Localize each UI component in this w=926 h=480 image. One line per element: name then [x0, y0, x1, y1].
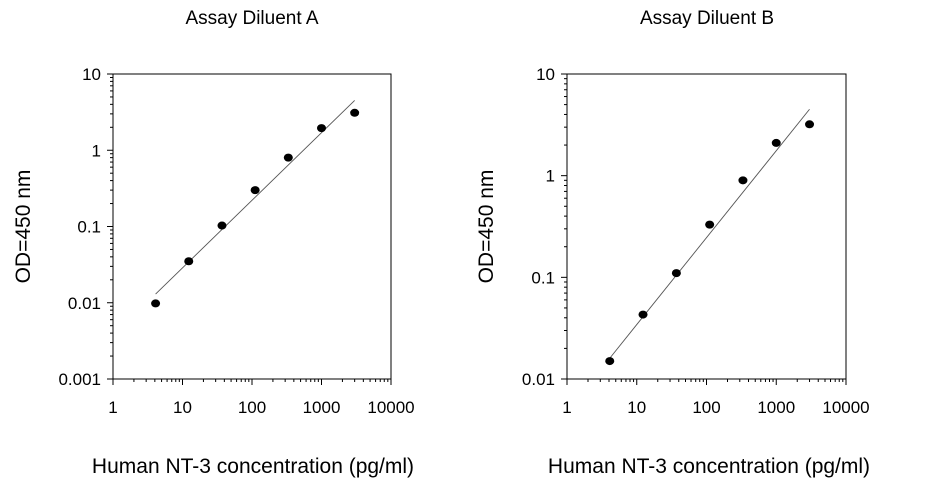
y-tick-label: 10 [536, 65, 555, 84]
data-point [217, 221, 227, 230]
x-tick-label: 10 [627, 398, 646, 417]
x-axis-label: Human NT-3 concentration (pg/ml) [548, 455, 870, 478]
data-point [805, 120, 815, 129]
data-point [317, 124, 326, 133]
data-point [605, 357, 615, 366]
x-tick-label: 1 [562, 398, 571, 417]
x-tick-label: 1 [108, 398, 117, 417]
y-tick-label: 1 [546, 167, 555, 186]
y-tick-label: 1 [92, 141, 101, 160]
data-point [151, 299, 161, 308]
x-tick-label: 1000 [303, 398, 341, 417]
data-point [350, 108, 360, 117]
chart-panel-a: Assay Diluent A 0.001 0.01 0.1 1 10 1 10 100 1000… [12, 8, 415, 478]
y-axis-label: OD=450 nm [12, 170, 35, 284]
chart-b-svg: Assay Diluent B 0.01 0.1 1 10 1 10 100 1000 10000… [475, 8, 870, 478]
fit-line [609, 108, 810, 359]
x-tick-label: 100 [238, 398, 266, 417]
chart-a-svg: Assay Diluent A 0.001 0.01 0.1 1 10 1 10 100 1000… [12, 8, 415, 478]
chart-title: Assay Diluent A [185, 8, 318, 29]
data-point [738, 176, 748, 185]
y-tick-label: 0.001 [58, 370, 101, 389]
data-point [250, 186, 260, 195]
y-tick-label: 0.1 [77, 218, 101, 237]
data-point [671, 269, 681, 278]
data-point [283, 153, 293, 162]
y-tick-label: 10 [82, 65, 101, 84]
data-point [638, 310, 648, 319]
y-tick-label: 0.01 [68, 294, 101, 313]
x-tick-label: 10 [173, 398, 192, 417]
data-point [184, 257, 194, 266]
chart-panel-b: Assay Diluent B 0.01 0.1 1 10 1 10 100 1000 10000… [463, 0, 926, 480]
x-tick-label: 10000 [367, 398, 414, 417]
y-tick-label: 0.01 [522, 370, 555, 389]
x-tick-label: 10000 [822, 398, 869, 417]
data-point [705, 220, 715, 229]
plot-frame [112, 73, 392, 380]
x-tick-label: 1000 [757, 398, 795, 417]
data-point [771, 138, 781, 147]
y-axis-label: OD=450 nm [475, 170, 498, 284]
y-tick-label: 0.1 [531, 268, 555, 287]
x-tick-label: 100 [692, 398, 720, 417]
chart-title: Assay Diluent B [640, 8, 774, 29]
x-axis-label: Human NT-3 concentration (pg/ml) [92, 455, 414, 478]
